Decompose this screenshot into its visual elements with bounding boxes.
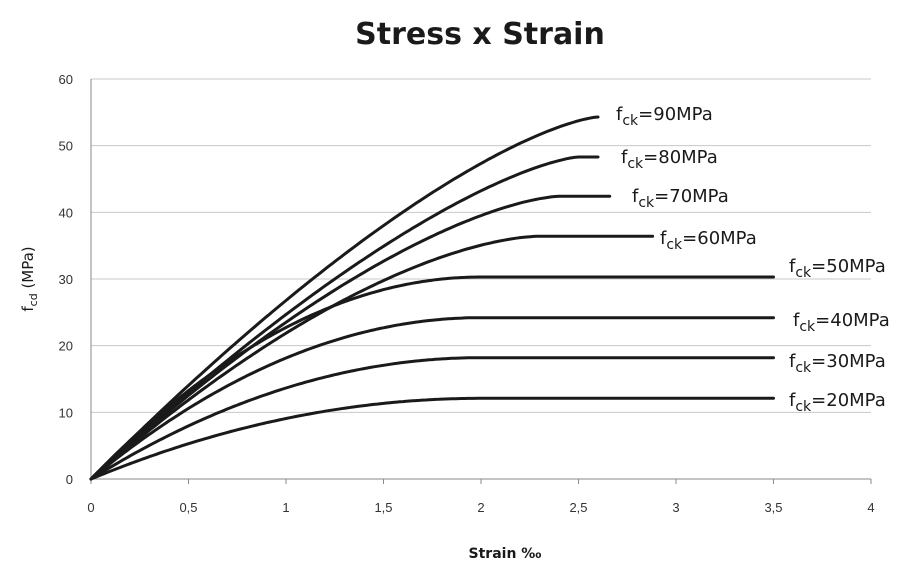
series-label-fck-80: fck=80MPa xyxy=(621,147,718,172)
x-tick-label: 4 xyxy=(867,500,874,515)
y-tick-label: 40 xyxy=(59,205,73,220)
series-line-fck-80 xyxy=(89,155,600,481)
series-label-fck-40: fck=40MPa xyxy=(793,310,890,335)
y-tick-label: 10 xyxy=(59,405,73,420)
y-axis-label-unit: (MPa) xyxy=(19,246,37,293)
series-line-fck-40 xyxy=(89,316,775,481)
x-tick-label: 1,5 xyxy=(374,500,392,515)
series-line-fck-50 xyxy=(89,275,775,481)
series-line-fck-30 xyxy=(89,356,775,481)
series-line-fck-90 xyxy=(89,115,600,481)
series-line-fck-20 xyxy=(89,396,775,481)
y-tick-label: 20 xyxy=(59,339,73,354)
y-tick-labels: 0 10 20 30 40 50 60 xyxy=(59,72,73,487)
x-tick-label: 2,5 xyxy=(569,500,587,515)
x-axis-label: Strain ‰ xyxy=(469,546,542,562)
x-tick-label: 1 xyxy=(282,500,289,515)
y-axis-label-main: f xyxy=(19,306,37,312)
y-tick-label: 60 xyxy=(59,72,73,87)
series-label-fck-50: fck=50MPa xyxy=(789,256,886,281)
axes xyxy=(90,79,872,484)
gridlines xyxy=(91,78,871,413)
y-tick-label: 50 xyxy=(59,139,73,154)
x-tick-label: 0 xyxy=(87,500,94,515)
x-tick-label: 3 xyxy=(672,500,679,515)
y-tick-label: 30 xyxy=(59,272,73,287)
series-label-fck-90: fck=90MPa xyxy=(616,104,713,129)
x-tick-label: 2 xyxy=(477,500,484,515)
y-axis-label: fcd (MPa) xyxy=(19,246,40,311)
y-tick-label: 0 xyxy=(66,472,73,487)
x-tick-labels: 0 0,5 1 1,5 2 2,5 3 3,5 4 xyxy=(87,500,874,515)
series-line-fck-60 xyxy=(89,234,655,481)
series-label-fck-20: fck=20MPa xyxy=(789,390,886,415)
series-label-fck-70: fck=70MPa xyxy=(632,186,729,211)
chart-title: Stress x Strain xyxy=(355,17,605,52)
series-line-fck-70 xyxy=(89,194,612,481)
x-tick-label: 3,5 xyxy=(764,500,782,515)
series-lines xyxy=(89,115,775,481)
x-tick-label: 0,5 xyxy=(179,500,197,515)
series-label-fck-60: fck=60MPa xyxy=(660,228,757,253)
series-labels: fck=90MPa fck=80MPa fck=70MPa fck=60MPa fck=… xyxy=(616,104,890,415)
y-axis-label-sub: cd xyxy=(27,293,40,306)
series-label-fck-30: fck=30MPa xyxy=(789,351,886,376)
